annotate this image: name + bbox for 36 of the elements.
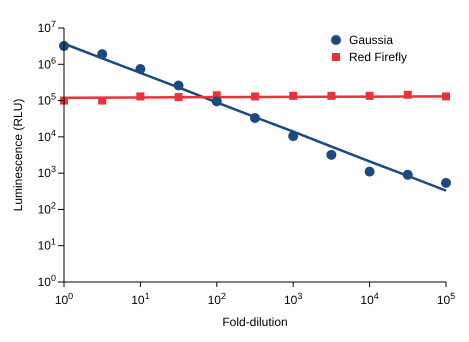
y-tick-label: 10$^{3}$ <box>38 164 56 180</box>
legend-label: Red Firefly <box>349 50 408 64</box>
x-axis-title: Fold-dilution <box>222 315 288 329</box>
point <box>402 170 413 180</box>
point <box>364 166 375 177</box>
y-tick-label: 10$^{5}$ <box>38 92 56 108</box>
point <box>174 93 183 102</box>
y-tick-label: 10$^{1}$ <box>38 236 56 253</box>
x-tick-label: 10$^{0}$ <box>54 291 74 307</box>
y-axis-title: Luminescence (RLU) <box>11 98 25 212</box>
point <box>327 92 336 100</box>
point <box>441 178 451 188</box>
y-tick-label: 10$^{2}$ <box>38 200 56 216</box>
y-tick-label: 10$^{7}$ <box>38 19 56 35</box>
x-tick-label: 10$^{1}$ <box>131 291 150 307</box>
point <box>326 150 336 160</box>
x-tick-label: 10$^{4}$ <box>360 291 379 307</box>
point <box>250 113 260 124</box>
point <box>212 96 222 106</box>
y-tick-label: 10$^{6}$ <box>38 55 56 72</box>
x-tick-label: 10$^{5}$ <box>436 291 456 307</box>
x-tick-label: 10$^{3}$ <box>284 291 302 307</box>
legend-label: Gaussia <box>349 33 394 47</box>
point <box>136 92 144 100</box>
y-tick-label: 10$^{0}$ <box>38 273 56 289</box>
point <box>135 64 146 74</box>
point <box>97 49 108 60</box>
point <box>404 90 412 99</box>
point <box>366 92 374 100</box>
y-tick-label: 10$^{4}$ <box>38 128 56 144</box>
point <box>250 92 259 100</box>
x-tick-label: 10$^{2}$ <box>208 291 226 307</box>
point <box>288 131 298 142</box>
point <box>174 80 184 91</box>
point <box>289 92 298 100</box>
point <box>442 92 450 100</box>
